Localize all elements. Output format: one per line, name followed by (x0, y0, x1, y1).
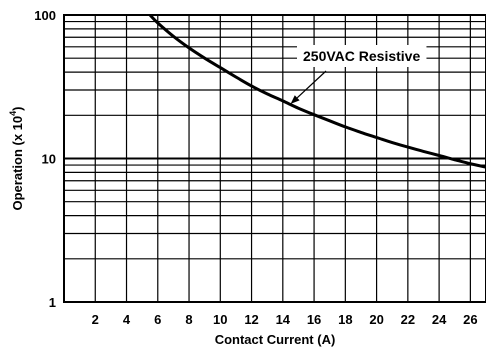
x-tick-label: 16 (307, 312, 321, 327)
y-axis-title-close: ) (10, 107, 25, 111)
x-tick-label: 12 (244, 312, 258, 327)
x-tick-label: 10 (213, 312, 227, 327)
x-axis-title: Contact Current (A) (215, 332, 336, 347)
series-line (148, 13, 486, 169)
y-tick-label: 1 (49, 295, 56, 310)
grid (64, 15, 486, 302)
x-tick-label: 6 (154, 312, 161, 327)
x-tick-label: 24 (432, 312, 447, 327)
annotation-background (297, 45, 427, 67)
x-tick-label: 22 (401, 312, 415, 327)
y-axis-title-main: Operation (x 10 (10, 116, 25, 211)
annotation-label: 250VAC Resistive (303, 48, 420, 64)
x-tick-label: 14 (276, 312, 291, 327)
y-axis-title: Operation (x 104) (8, 107, 25, 211)
x-tick-label: 20 (369, 312, 383, 327)
x-tick-label: 8 (185, 312, 192, 327)
plot-frame (63, 14, 486, 303)
x-tick-label: 26 (463, 312, 477, 327)
x-tick-label: 2 (92, 312, 99, 327)
annotation-arrow (296, 70, 327, 99)
annotation-arrowhead (290, 95, 300, 104)
x-tick-label: 18 (338, 312, 352, 327)
y-tick-label: 10 (42, 152, 56, 167)
y-axis-title-superscript: 4 (8, 111, 18, 116)
annotation: 250VAC Resistive (290, 45, 427, 104)
x-tick-label: 4 (123, 312, 131, 327)
y-tick-label: 100 (34, 8, 56, 23)
